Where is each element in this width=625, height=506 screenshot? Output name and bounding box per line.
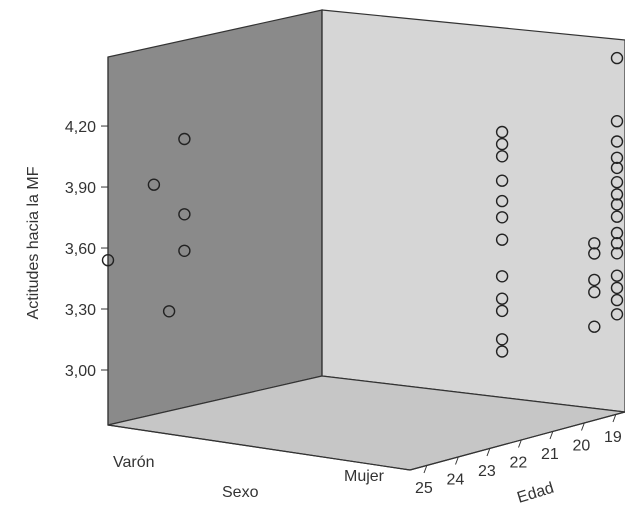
data-point <box>495 345 509 358</box>
data-point <box>495 125 509 139</box>
x-category-label-varon: Varón <box>113 454 155 471</box>
data-point <box>495 292 509 305</box>
edad-axis-ticks: 25 24 23 22 21 20 19 <box>415 413 622 497</box>
edad-tick-label: 21 <box>541 446 559 463</box>
data-point <box>610 308 624 321</box>
data-point <box>588 285 601 299</box>
data-point <box>495 304 509 318</box>
data-point <box>610 210 624 223</box>
data-point <box>178 132 191 146</box>
data-point <box>101 254 115 267</box>
edad-tick-mark <box>612 413 617 423</box>
data-point <box>588 237 601 250</box>
data-point <box>495 211 509 224</box>
y-tick-label: 3,60 <box>65 241 96 258</box>
edad-tick-mark <box>486 447 491 457</box>
edad-tick-mark <box>549 430 554 440</box>
edad-tick-label: 23 <box>478 463 496 480</box>
data-point <box>610 293 624 307</box>
data-point <box>610 226 624 240</box>
data-point <box>610 281 624 295</box>
data-points <box>101 51 624 358</box>
y-tick-label: 3,00 <box>65 363 96 380</box>
data-point <box>178 208 191 221</box>
edad-tick-label: 22 <box>510 455 528 472</box>
data-point <box>610 175 624 189</box>
data-point <box>610 151 624 165</box>
y-axis-ticks: 3,00 3,30 3,60 3,90 4,20 <box>65 119 108 380</box>
edad-axis-title: Edad <box>515 480 556 506</box>
data-point <box>610 198 624 211</box>
x-category-label-mujer: Mujer <box>344 468 385 485</box>
edad-tick-label: 25 <box>415 480 433 497</box>
edad-tick-mark <box>518 439 522 448</box>
back-wall <box>321 9 625 413</box>
data-point <box>495 233 509 246</box>
y-tick-label: 3,90 <box>65 180 96 197</box>
data-point <box>610 161 624 175</box>
data-point <box>610 135 624 148</box>
data-point <box>495 333 509 346</box>
data-point <box>495 270 509 283</box>
edad-tick-mark <box>455 456 459 465</box>
x-axis-title: Sexo <box>222 484 259 501</box>
edad-tick-label: 19 <box>604 429 622 446</box>
data-point <box>588 247 601 260</box>
data-point <box>147 178 161 191</box>
data-point <box>495 150 509 163</box>
data-point <box>610 247 624 260</box>
data-point <box>178 244 191 258</box>
data-point <box>588 273 601 287</box>
data-point <box>610 188 624 201</box>
edad-tick-label: 24 <box>447 472 465 489</box>
data-point <box>610 51 624 65</box>
y-tick-label: 4,20 <box>65 119 96 136</box>
edad-tick-mark <box>423 464 428 474</box>
y-axis-title: Actitudes hacia la MF <box>25 166 42 319</box>
floor-right-edge <box>409 411 625 471</box>
data-point <box>495 174 509 187</box>
data-point <box>495 137 509 151</box>
data-point <box>610 236 624 250</box>
edad-tick-mark <box>581 422 585 431</box>
data-point <box>162 305 176 318</box>
data-point <box>588 320 601 333</box>
left-wall <box>107 9 323 426</box>
data-point <box>610 114 624 128</box>
y-tick-label: 3,30 <box>65 302 96 319</box>
data-point <box>610 269 624 282</box>
data-point <box>495 194 509 208</box>
floor-front-edge <box>107 424 411 471</box>
edad-tick-label: 20 <box>573 438 591 455</box>
